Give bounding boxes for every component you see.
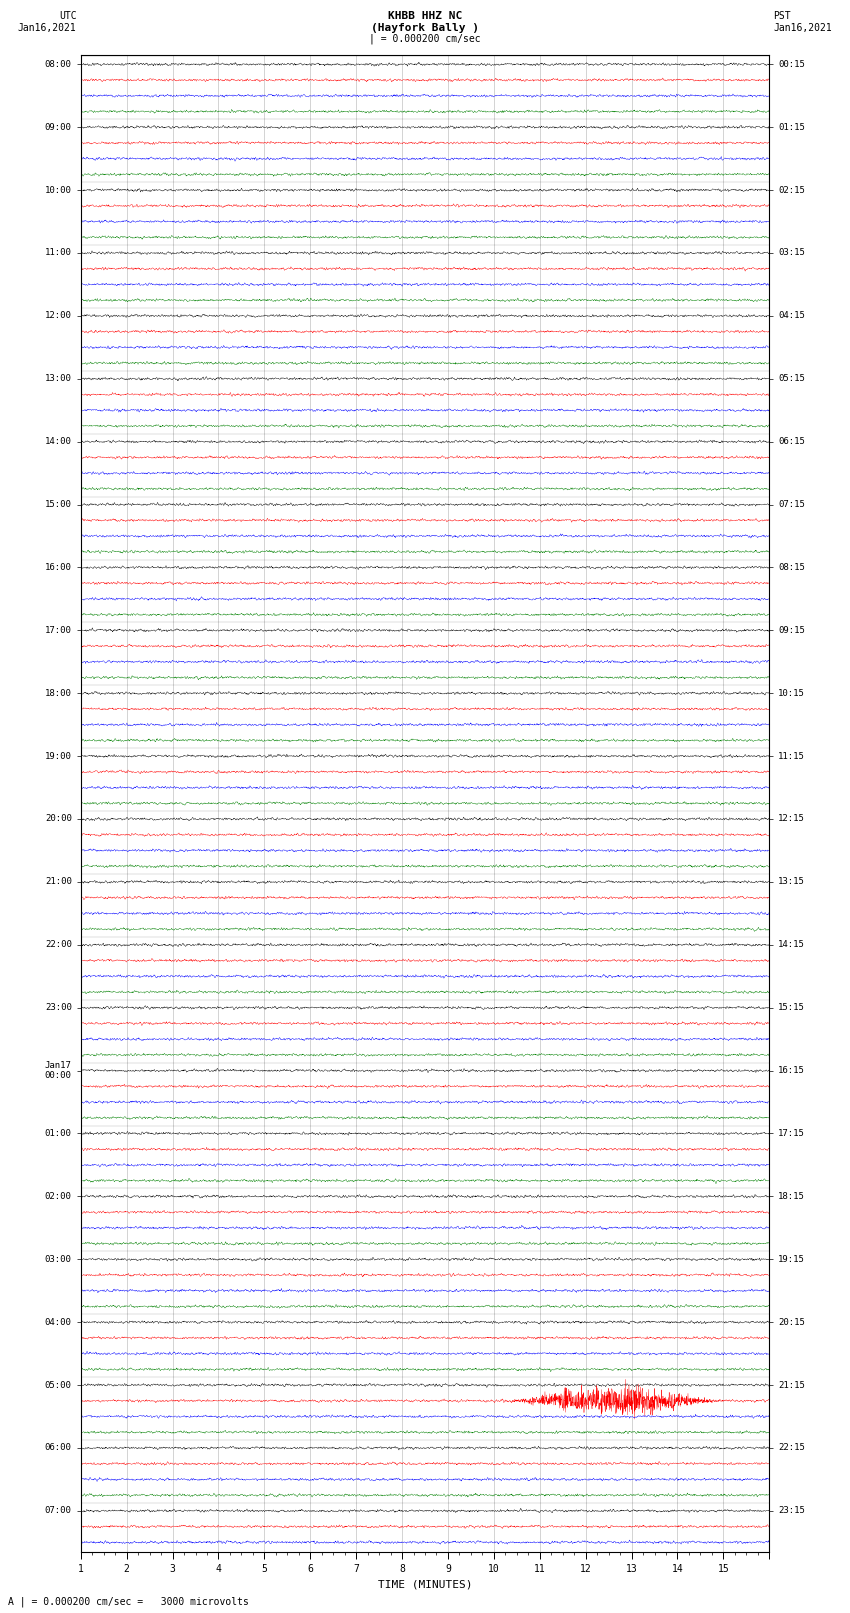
- Text: Jan16,2021: Jan16,2021: [774, 23, 832, 32]
- Text: UTC: UTC: [59, 11, 76, 21]
- Text: A | = 0.000200 cm/sec =   3000 microvolts: A | = 0.000200 cm/sec = 3000 microvolts: [8, 1595, 249, 1607]
- Text: PST: PST: [774, 11, 791, 21]
- X-axis label: TIME (MINUTES): TIME (MINUTES): [377, 1579, 473, 1589]
- Text: Jan16,2021: Jan16,2021: [18, 23, 76, 32]
- Text: KHBB HHZ NC: KHBB HHZ NC: [388, 11, 462, 21]
- Text: (Hayfork Bally ): (Hayfork Bally ): [371, 23, 479, 32]
- Text: | = 0.000200 cm/sec: | = 0.000200 cm/sec: [369, 34, 481, 45]
